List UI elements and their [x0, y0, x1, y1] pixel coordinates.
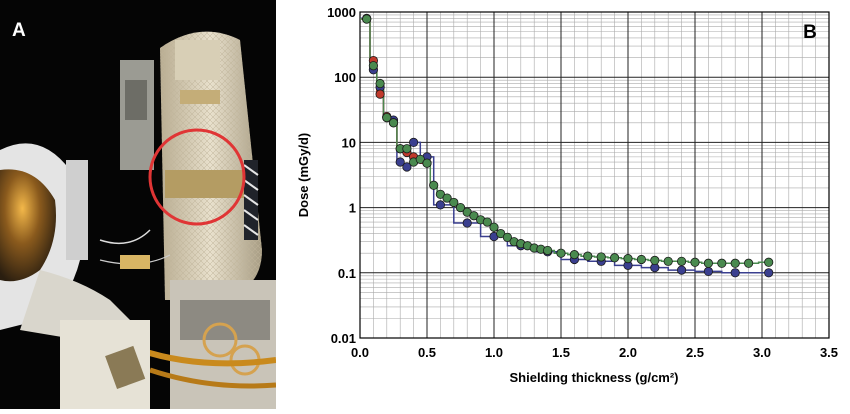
series-1-point: [395, 157, 405, 167]
series-3-point: [743, 258, 754, 268]
photo-panel: A: [0, 0, 276, 409]
y-tick-label: 1000: [327, 5, 356, 20]
series-3-point: [663, 256, 673, 266]
dose-chart: 0.01 0.1 1 10 100 1000 0.0 0.5 1.0 1.5 2.0 2.5 3.0 3…: [296, 5, 838, 385]
series-1-point: [676, 265, 687, 275]
series-1-point: [703, 266, 713, 277]
series-1-point: [435, 200, 445, 210]
series-3-point: [482, 217, 492, 227]
series-3-step-line: [360, 18, 769, 265]
series-3-point: [382, 113, 392, 123]
series-3-point: [362, 14, 372, 24]
series-3-point: [469, 211, 479, 221]
x-tick-label: 0.5: [418, 345, 436, 360]
series-3-point: [623, 254, 633, 264]
y-tick-label: 0.1: [338, 266, 356, 281]
series-1-point: [409, 137, 419, 147]
y-tick-label: 10: [342, 135, 356, 150]
series-3-point: [636, 254, 646, 265]
x-tick-label: 0.0: [351, 345, 369, 360]
panel-letter-b: B: [803, 22, 817, 43]
x-tick-label: 2.5: [686, 345, 704, 360]
series-3-point: [502, 232, 512, 242]
series-3-point: [375, 78, 385, 89]
y-tick-label: 100: [334, 70, 356, 85]
series-3-point: [609, 253, 620, 263]
y-axis-label: Dose (mGy/d): [296, 133, 311, 218]
x-tick-labels: 0.0 0.5 1.0 1.5 2.0 2.5 3.0 3.5: [351, 345, 838, 360]
series-1-point: [462, 218, 472, 228]
x-tick-label: 3.5: [820, 345, 838, 360]
series-3-point: [596, 252, 606, 262]
highlight-circle: [148, 128, 246, 226]
series-3-point: [764, 257, 774, 267]
y-tick-label: 1: [349, 201, 356, 216]
series-3-point: [455, 203, 466, 213]
dose-chart-panel: 0.01 0.1 1 10 100 1000 0.0 0.5 1.0 1.5 2.0 2.5 3.0 3…: [276, 0, 850, 409]
series-3-point: [542, 245, 553, 256]
series-3-point: [676, 256, 687, 266]
y-tick-label: 0.01: [331, 331, 356, 346]
series-3-point: [368, 61, 379, 71]
series-3-point: [556, 248, 566, 258]
series-3-point: [402, 144, 412, 154]
series-1-point: [730, 268, 740, 278]
series-1-point: [764, 268, 774, 278]
astronaut: [0, 143, 150, 409]
series-3-point: [569, 250, 579, 260]
panel-letter-a: A: [12, 20, 26, 41]
series-3-point: [650, 255, 660, 265]
x-tick-label: 1.5: [552, 345, 570, 360]
series-3-point: [442, 193, 452, 203]
series-1-point: [402, 162, 412, 172]
plot-frame: [359, 11, 830, 339]
x-tick-label: 3.0: [753, 345, 771, 360]
y-tick-labels: 0.01 0.1 1 10 100 1000: [327, 5, 356, 346]
series-3-point: [489, 222, 499, 232]
series-3-point: [730, 258, 740, 268]
x-tick-label: 1.0: [485, 345, 503, 360]
iss-eva-photo: [0, 0, 276, 409]
x-tick-label: 2.0: [619, 345, 637, 360]
series-3-point: [583, 251, 593, 261]
series-2-point: [375, 89, 385, 99]
series-3-point: [429, 180, 439, 190]
station-module: [120, 31, 276, 409]
series-points: [362, 13, 774, 278]
series-3-point: [690, 257, 700, 267]
series-3-point: [717, 258, 727, 268]
series-3-point: [703, 258, 713, 268]
series-3-point: [422, 158, 432, 168]
series-3-point: [388, 118, 399, 128]
x-axis-label: Shielding thickness (g/cm²): [509, 370, 678, 385]
series-3-point: [449, 197, 459, 208]
